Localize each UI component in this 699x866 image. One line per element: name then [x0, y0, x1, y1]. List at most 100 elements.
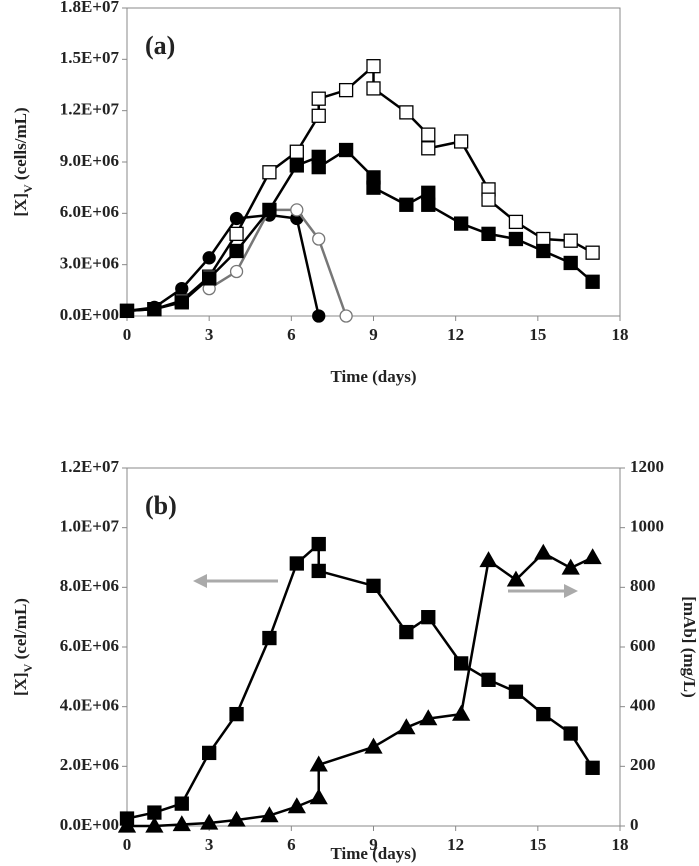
y-tick-label: 0.0E+00 — [60, 305, 119, 324]
point — [508, 214, 524, 230]
y-axis-label-part: (cells/mL) — [11, 107, 30, 184]
x-tick-label: 6 — [287, 325, 296, 344]
point — [481, 672, 496, 687]
point — [172, 815, 191, 832]
point — [287, 797, 306, 814]
point — [481, 226, 496, 242]
x-tick-label: 3 — [205, 325, 214, 344]
point — [202, 745, 217, 761]
point — [536, 706, 551, 722]
point — [309, 755, 328, 772]
y-tick-label: 1.0E+07 — [60, 517, 120, 536]
y-axis-label-part: V — [21, 663, 35, 672]
point — [366, 180, 381, 195]
point — [229, 264, 244, 279]
y-tick-label: 1.2E+07 — [60, 457, 120, 476]
y2-tick-label: 1200 — [630, 457, 664, 476]
x-tick-label: 9 — [369, 835, 378, 854]
panel-label: (b) — [145, 491, 177, 520]
point — [229, 243, 244, 259]
x-tick-label: 15 — [529, 835, 546, 854]
x-tick-label: 18 — [612, 325, 629, 344]
x-tick-label: 15 — [529, 325, 546, 344]
y-tick-label: 6.0E+06 — [60, 202, 119, 221]
x-tick-label: 0 — [123, 835, 132, 854]
point — [508, 684, 524, 699]
x-tick-label: 6 — [287, 835, 296, 854]
point — [229, 211, 244, 226]
y2-tick-label: 0 — [630, 815, 639, 834]
point — [200, 813, 219, 830]
y-axis-label: [X]V (cells/mL) — [11, 107, 35, 216]
point — [421, 610, 436, 625]
point — [366, 81, 381, 96]
y2-axis-label: [mAb] (mg/L) — [680, 596, 699, 698]
panel-label: (a) — [145, 31, 175, 60]
x-tick-label: 12 — [447, 835, 464, 854]
y-tick-label: 4.0E+06 — [60, 696, 119, 715]
point — [506, 570, 526, 587]
point — [366, 578, 381, 593]
y2-tick-label: 600 — [630, 636, 656, 655]
point — [229, 226, 244, 242]
point — [174, 295, 189, 310]
point — [289, 556, 304, 571]
x-tick-label: 9 — [369, 325, 378, 344]
point — [262, 630, 277, 646]
y-tick-label: 1.8E+07 — [60, 0, 120, 16]
point — [479, 551, 498, 568]
point — [147, 302, 162, 317]
point — [399, 197, 414, 212]
y2-tick-label: 400 — [630, 696, 656, 715]
point — [145, 816, 164, 833]
point — [583, 548, 602, 565]
point — [453, 216, 469, 231]
point — [262, 202, 277, 218]
y-tick-label: 3.0E+06 — [60, 254, 119, 273]
point — [452, 704, 471, 721]
arrow-right-head — [564, 584, 578, 598]
point — [399, 624, 414, 640]
y-tick-label: 2.0E+06 — [60, 755, 119, 774]
point — [312, 309, 326, 323]
point — [227, 810, 246, 827]
y-axis-label-part: [X] — [11, 193, 30, 217]
point — [311, 159, 326, 175]
point — [397, 718, 416, 735]
y2-tick-label: 200 — [630, 755, 656, 774]
point — [202, 251, 216, 265]
point — [453, 656, 469, 671]
point — [563, 255, 578, 271]
point — [366, 59, 381, 74]
point — [421, 127, 436, 142]
y2-tick-label: 1000 — [630, 517, 664, 536]
y-tick-label: 8.0E+06 — [60, 576, 119, 595]
y-axis-label-part: V — [21, 184, 35, 193]
y-tick-label: 6.0E+06 — [60, 636, 119, 655]
y2-tick-label: 800 — [630, 576, 656, 595]
point — [536, 231, 551, 247]
point — [174, 796, 189, 811]
point — [585, 245, 600, 260]
y-tick-label: 0.0E+00 — [60, 815, 119, 834]
x-tick-label: 3 — [205, 835, 214, 854]
point — [585, 760, 600, 775]
point — [421, 197, 436, 212]
point — [421, 185, 436, 200]
point — [289, 144, 304, 159]
point — [561, 558, 580, 575]
point — [289, 158, 304, 173]
point — [117, 816, 137, 833]
x-tick-label: 12 — [447, 325, 464, 344]
point — [338, 82, 354, 98]
x-axis-label: Time (days) — [330, 367, 416, 386]
y-tick-label: 9.0E+06 — [60, 151, 119, 170]
point — [119, 303, 135, 319]
point — [311, 108, 326, 123]
point — [536, 243, 551, 259]
point — [309, 788, 328, 805]
point — [508, 231, 524, 247]
point — [563, 233, 578, 248]
plot-frame — [126, 467, 621, 827]
